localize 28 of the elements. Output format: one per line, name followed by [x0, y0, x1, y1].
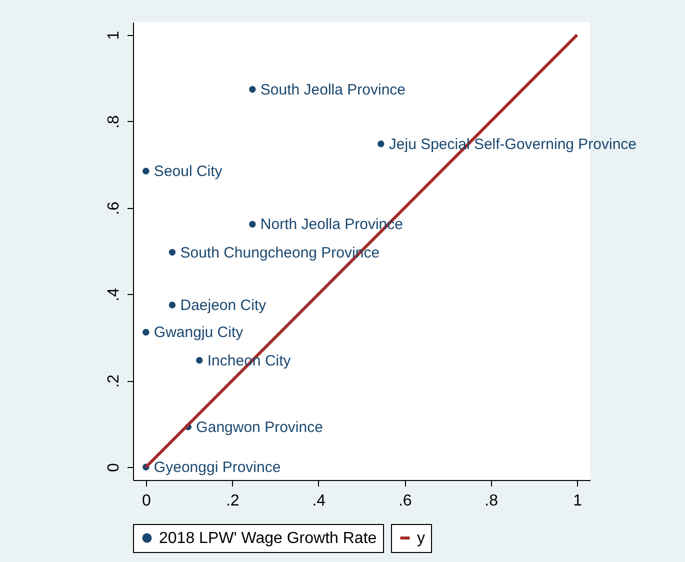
point — [196, 356, 203, 364]
annotation: South Jeolla Province — [260, 81, 406, 98]
y-tick-label: .4 — [106, 288, 122, 302]
x-tick-label: 0 — [142, 492, 151, 510]
annotation: Seoul City — [154, 163, 223, 180]
point — [249, 220, 256, 228]
y-tick-label: .8 — [106, 115, 122, 129]
annotation: Gwangju City — [154, 324, 244, 342]
y-tick-label: .6 — [106, 202, 122, 215]
point — [168, 248, 176, 256]
annotation: Gangwon Province — [196, 418, 323, 436]
x-tick-label: .6 — [398, 492, 412, 510]
point — [168, 302, 176, 308]
legend-label: y — [417, 530, 425, 547]
point — [378, 140, 384, 148]
annotation: Gyeonggi Province — [154, 459, 281, 476]
point — [142, 168, 150, 174]
legend-label: 2018 LPW' Wage Growth Rate — [159, 530, 377, 547]
x-tick-label: 1 — [573, 492, 582, 510]
y-tick-label: 1 — [106, 30, 122, 40]
x-tick-label: .4 — [312, 492, 326, 510]
point — [249, 86, 256, 93]
y-tick-label: .2 — [106, 374, 122, 388]
x-tick-label: .2 — [226, 492, 240, 510]
y-tick-label: 0 — [106, 462, 122, 472]
x-tick-label: .8 — [484, 492, 498, 510]
point — [142, 328, 150, 336]
annotation: Daejeon City — [180, 297, 267, 314]
